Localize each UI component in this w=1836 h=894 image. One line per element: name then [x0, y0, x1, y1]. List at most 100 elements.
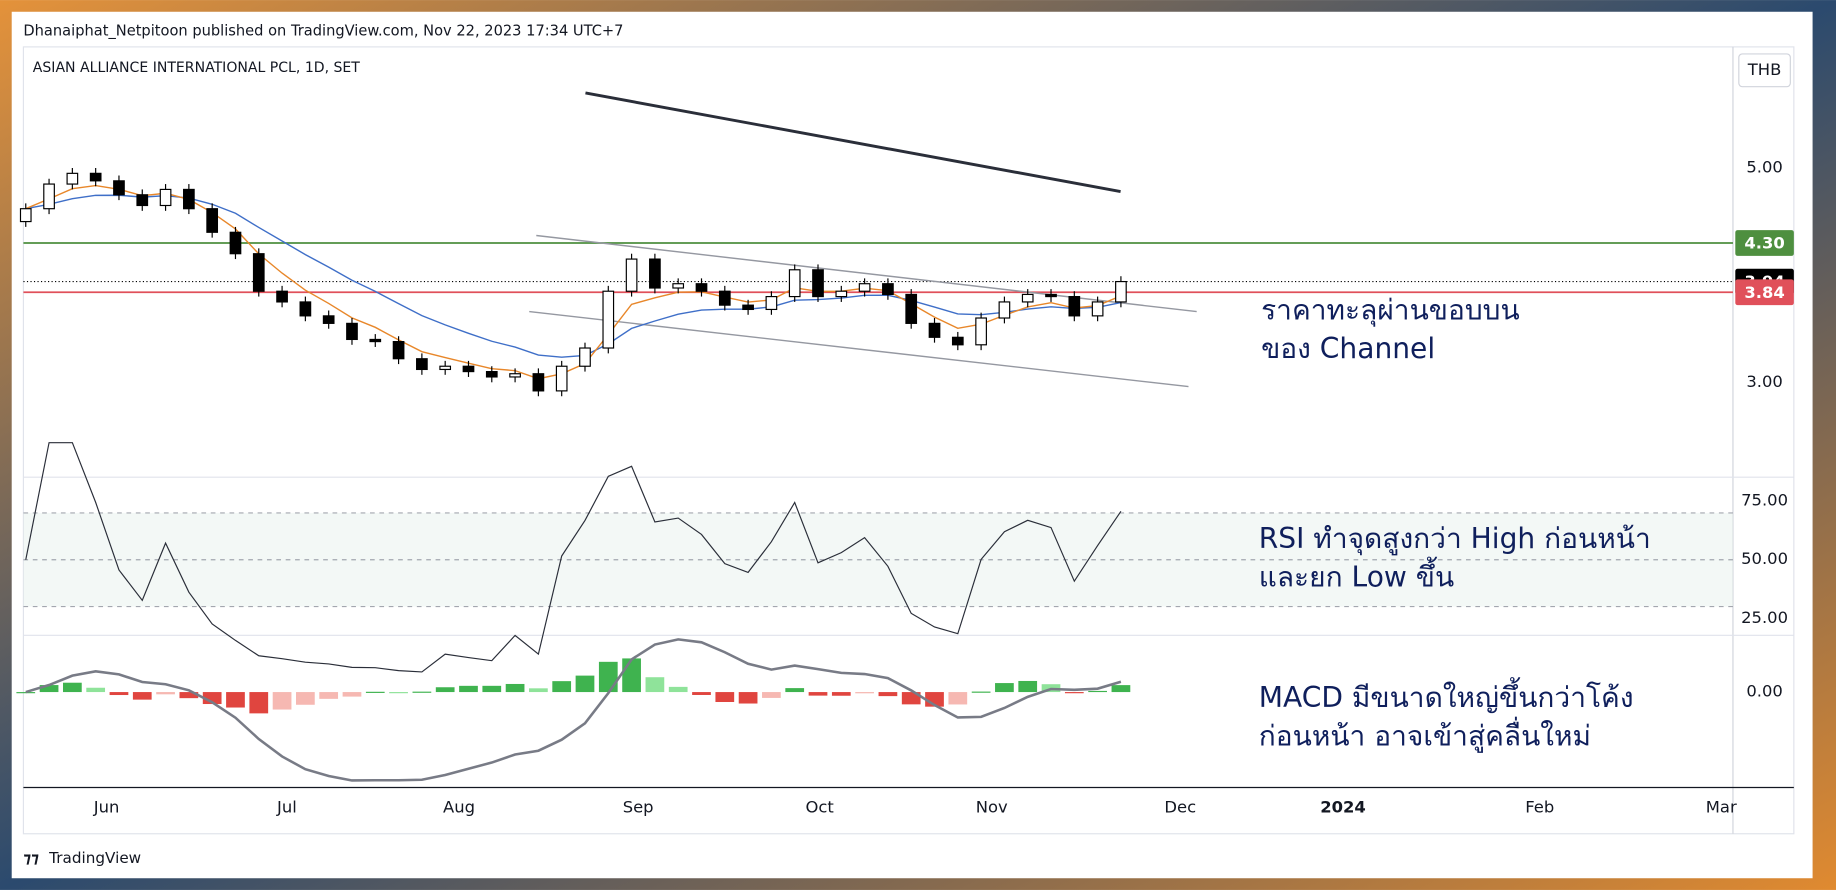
macd-histogram [995, 683, 1014, 693]
macd-histogram [156, 692, 175, 695]
candle-body [1091, 301, 1104, 317]
annotation: MACD มีขนาดใหญ่ขึ้นกว่าโค้ง [1259, 677, 1634, 714]
x-tick-label: Nov [976, 797, 1008, 816]
candle-body [625, 258, 638, 292]
annotation: และยก Low ขึ้น [1259, 556, 1454, 593]
panel [11, 11, 1813, 879]
candle-body [695, 283, 708, 292]
ma-slow [25, 194, 1122, 358]
candle-body [672, 283, 685, 289]
macd-histogram [668, 686, 688, 693]
candle-body [649, 258, 661, 289]
symbol-title: ASIAN ALLIANCE INTERNATIONAL PCL, 1D, SE… [33, 60, 361, 76]
candle-body [812, 269, 824, 298]
macd-histogram [179, 692, 199, 699]
candle-body [928, 322, 941, 338]
logo: ⁊⁊ [23, 849, 39, 867]
candle-body [835, 290, 848, 298]
rsi-line [25, 442, 1122, 673]
rsi-tick-label: 50.00 [1741, 549, 1788, 568]
macd-histogram [762, 692, 781, 698]
candle-body [485, 371, 498, 378]
candle-body [462, 365, 475, 373]
macd-histogram [692, 692, 711, 695]
macd-histogram [62, 682, 82, 693]
macd-histogram [901, 692, 921, 705]
macd-histogram [16, 692, 36, 694]
macd-histogram [389, 692, 408, 694]
macd-histogram [645, 677, 665, 693]
macd-tick-label: 0.00 [1746, 682, 1782, 701]
macd-histogram [1088, 690, 1107, 693]
macd-histogram [1111, 685, 1131, 693]
x-tick-label: 2024 [1320, 797, 1366, 816]
x-tick-label: Aug [443, 797, 475, 816]
macd-histogram [109, 692, 129, 696]
candle-body [252, 253, 265, 292]
candle-body [113, 180, 125, 196]
macd-histogram [878, 692, 898, 697]
level-label: 4.30 [1744, 234, 1784, 253]
candle-body [136, 194, 149, 207]
candle-body [1021, 293, 1034, 303]
candle-body [19, 208, 32, 223]
macd-histogram [855, 692, 874, 694]
macd-histogram [249, 692, 269, 714]
candle-body [509, 373, 521, 378]
macd-histogram [831, 692, 851, 696]
x-tick-label: Mar [1706, 797, 1737, 816]
candle-body [159, 188, 172, 207]
currency: THB [1747, 60, 1782, 79]
annotation: ราคาทะลุผ่านขอบบน [1261, 294, 1520, 328]
macd-histogram [482, 685, 502, 693]
macd-histogram [39, 685, 59, 693]
macd-histogram [575, 675, 595, 693]
macd-histogram [1018, 680, 1038, 693]
candle-body [882, 283, 894, 296]
macd-histogram [226, 692, 245, 708]
annotation: ก่อนหน้า อาจเข้าสู่คลื่นใหม่ [1259, 717, 1591, 754]
candle-body [858, 283, 871, 292]
level-tag [1735, 279, 1794, 306]
header: Dhanaiphat_Netpitoon published on Tradin… [23, 23, 623, 40]
candle-body [905, 293, 918, 324]
rsi-tick-label: 25.00 [1741, 608, 1788, 627]
level-label: 3.84 [1744, 283, 1784, 302]
macd-histogram [598, 661, 618, 693]
annotation: RSI ทำจุดสูงกว่า High ก่อนหน้า [1259, 522, 1651, 556]
candle-body [229, 231, 242, 255]
macd-histogram [296, 692, 315, 705]
macd-histogram [738, 692, 758, 704]
macd-histogram [319, 692, 339, 699]
x-tick-label: Jul [276, 797, 297, 816]
candle-body [555, 365, 568, 392]
macd-histogram [272, 692, 292, 710]
chart-border [22, 46, 1795, 835]
candle-body [975, 317, 987, 346]
candle-body [951, 336, 964, 346]
candle-body [346, 322, 358, 341]
long-ma [585, 91, 1121, 193]
macd-histogram [715, 692, 735, 703]
candle-body [43, 183, 55, 210]
macd-histogram [202, 692, 222, 705]
macd-histogram [1064, 692, 1084, 694]
y-tick-label: 5.00 [1746, 157, 1782, 176]
candle-body [206, 208, 219, 233]
channel-line [536, 234, 1197, 313]
candle-body [718, 290, 731, 306]
candle-body [66, 172, 79, 185]
footer-brand: TradingView [48, 849, 141, 867]
candle-body [788, 269, 801, 298]
candle-body [579, 347, 591, 367]
macd-histogram [552, 681, 572, 693]
x-tick-label: Oct [805, 797, 834, 816]
candle-body [322, 315, 335, 324]
x-tick-label: Feb [1525, 797, 1554, 816]
macd-histogram [622, 658, 641, 693]
macd-histogram [86, 687, 106, 693]
macd-histogram [971, 691, 991, 693]
level-tag [1735, 230, 1794, 256]
macd-histogram [785, 688, 805, 693]
macd-histogram [412, 691, 432, 693]
